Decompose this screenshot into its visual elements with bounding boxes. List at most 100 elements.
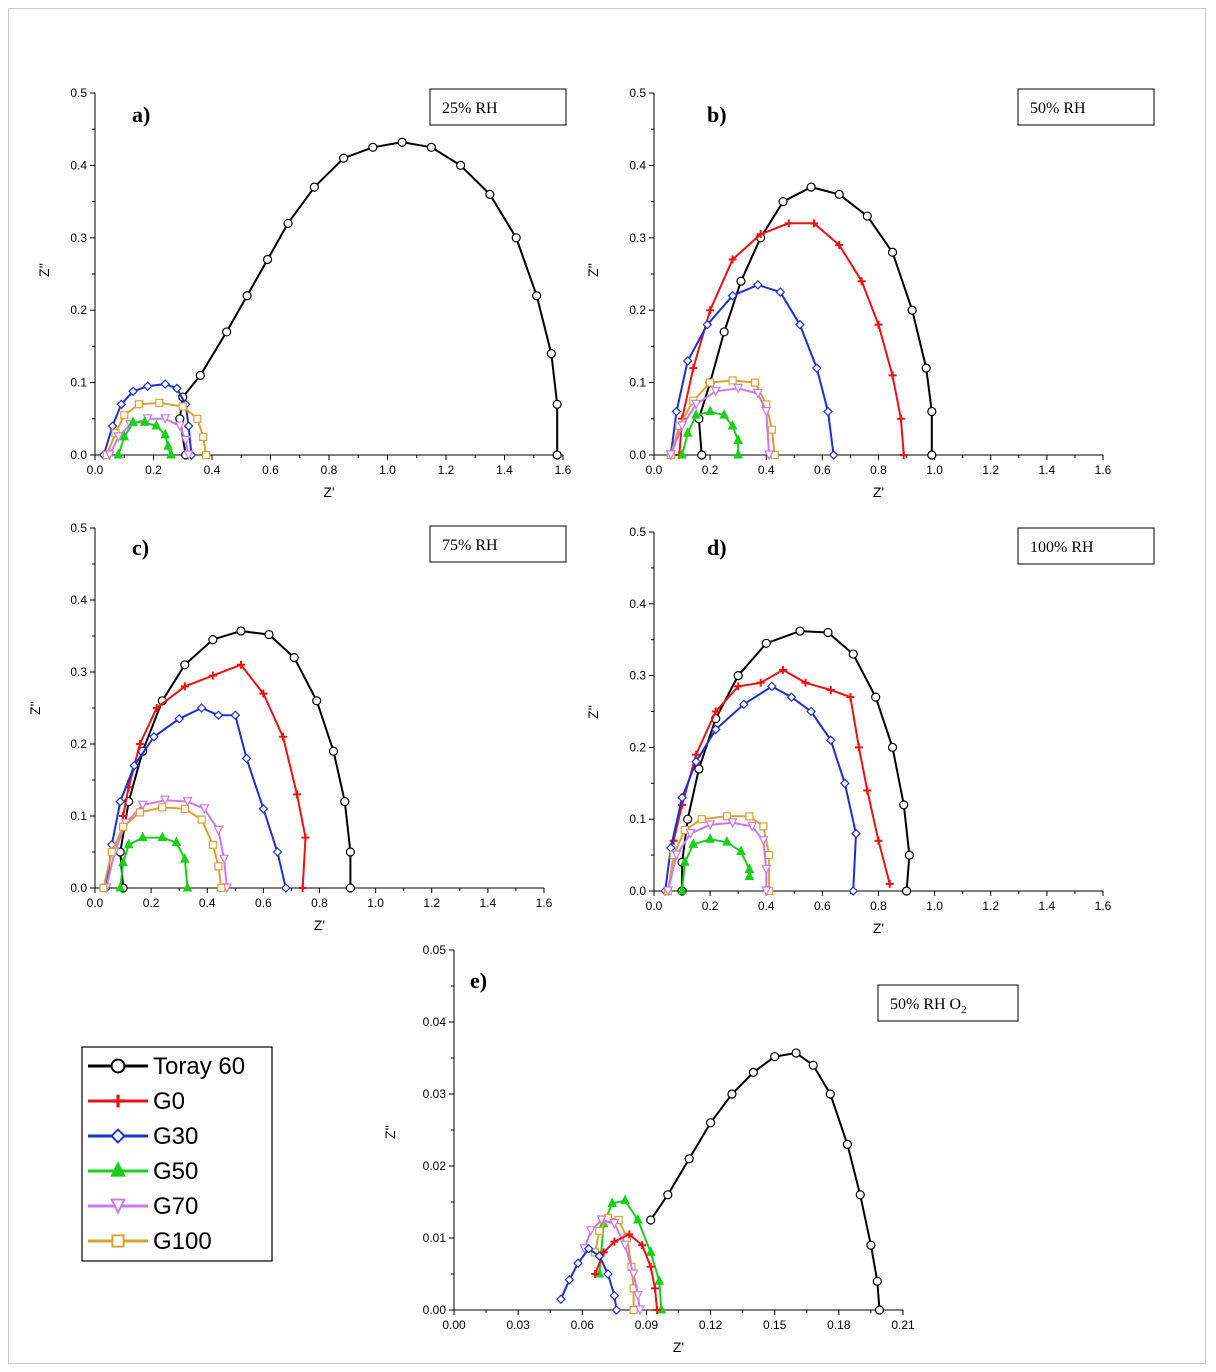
- data-point: [806, 706, 816, 717]
- data-point: [691, 399, 702, 410]
- data-point: [728, 255, 737, 264]
- data-point: [828, 450, 839, 460]
- data-point: [119, 430, 130, 441]
- series-g0: [119, 660, 310, 892]
- annotation-main: 50% RH O: [890, 996, 961, 1013]
- data-point: [691, 409, 701, 419]
- data-point: [426, 142, 436, 152]
- data-point: [677, 792, 687, 803]
- data-point: [727, 818, 738, 829]
- x-axis-label: Z': [873, 484, 884, 500]
- y-tick-label: 0.1: [70, 809, 87, 823]
- data-point: [736, 276, 746, 286]
- series-toray-60: [115, 626, 355, 893]
- data-point: [745, 812, 754, 821]
- series-g0: [591, 1230, 662, 1314]
- data-point: [727, 419, 738, 430]
- data-point: [671, 850, 682, 861]
- x-tick-label: 0.6: [814, 463, 831, 477]
- series-line: [672, 668, 891, 885]
- data-point: [705, 820, 716, 831]
- y-tick-label: 0.0: [629, 448, 646, 462]
- y-tick-label: 0.5: [70, 521, 87, 535]
- data-point: [312, 696, 322, 706]
- data-point: [456, 160, 466, 170]
- data-point: [863, 786, 872, 795]
- data-point: [166, 448, 176, 459]
- data-point: [719, 327, 729, 337]
- data-point: [764, 450, 775, 461]
- x-tick-label: 0.0: [646, 899, 663, 913]
- x-axis-label: Z': [673, 1339, 684, 1355]
- data-point: [778, 197, 788, 207]
- data-point: [770, 1051, 780, 1062]
- data-point: [217, 883, 226, 893]
- data-point: [671, 406, 682, 417]
- data-point: [663, 886, 674, 897]
- data-point: [199, 432, 208, 441]
- figure-frame: [8, 8, 1206, 1364]
- data-point: [663, 1190, 673, 1200]
- annotation-box: [1017, 527, 1155, 565]
- data-point: [160, 795, 171, 806]
- series-line: [697, 186, 933, 456]
- data-point: [756, 678, 765, 687]
- chart-panel-c: 0.0 0.2 0.4 0.6 0.8 1.0 1.2 1.4 1.6 0.0 0.1 0.2 0.3 0…: [27, 521, 567, 933]
- data-point: [115, 881, 126, 892]
- data-point: [152, 704, 161, 712]
- data-point: [677, 448, 687, 459]
- legend-label: G100: [153, 1228, 212, 1255]
- data-point: [825, 735, 836, 746]
- data-point: [682, 356, 693, 366]
- y-tick-label: 0.1: [629, 812, 646, 826]
- legend-label: G30: [153, 1123, 198, 1150]
- data-point: [835, 241, 844, 250]
- data-point: [874, 836, 883, 845]
- data-point: [241, 753, 252, 764]
- data-point: [611, 1305, 622, 1315]
- annotation-subscript: 2: [961, 1004, 967, 1016]
- series-g70: [665, 383, 775, 461]
- data-point: [179, 853, 190, 863]
- data-point: [801, 678, 810, 687]
- data-point: [345, 847, 355, 857]
- data-point: [697, 450, 707, 460]
- x-tick-label: 1.2: [982, 899, 999, 913]
- legend-marker: [111, 1094, 125, 1108]
- data-point: [705, 405, 715, 416]
- data-point: [654, 1275, 665, 1285]
- x-axis-label: Z': [314, 917, 325, 933]
- data-point: [511, 233, 521, 243]
- x-tick-label: 0.4: [199, 896, 216, 910]
- x-tick-label: 0.2: [143, 896, 160, 910]
- data-point: [113, 448, 124, 459]
- y-tick-label: 0.1: [70, 376, 87, 390]
- data-point: [775, 287, 786, 297]
- data-point: [871, 692, 881, 702]
- data-point: [761, 406, 772, 417]
- y-axis-label: Z'': [585, 705, 601, 719]
- data-point: [825, 1089, 835, 1099]
- data-point: [556, 1294, 566, 1305]
- data-point: [208, 671, 217, 680]
- data-point: [242, 291, 252, 301]
- data-point: [706, 306, 715, 315]
- data-point: [921, 363, 931, 373]
- data-point: [609, 1290, 620, 1301]
- series-g70: [101, 795, 232, 894]
- data-point: [722, 812, 732, 821]
- data-point: [620, 1240, 631, 1251]
- data-point: [823, 627, 833, 638]
- series-line: [178, 141, 559, 456]
- data-point: [872, 1276, 882, 1286]
- x-tick-label: 1.4: [480, 896, 497, 910]
- data-point: [573, 1258, 583, 1269]
- data-point: [298, 884, 307, 892]
- data-point: [691, 756, 701, 767]
- data-point: [583, 1243, 594, 1254]
- series-g0: [669, 665, 894, 888]
- data-point: [262, 254, 273, 265]
- data-point: [259, 689, 268, 698]
- data-point: [208, 634, 218, 645]
